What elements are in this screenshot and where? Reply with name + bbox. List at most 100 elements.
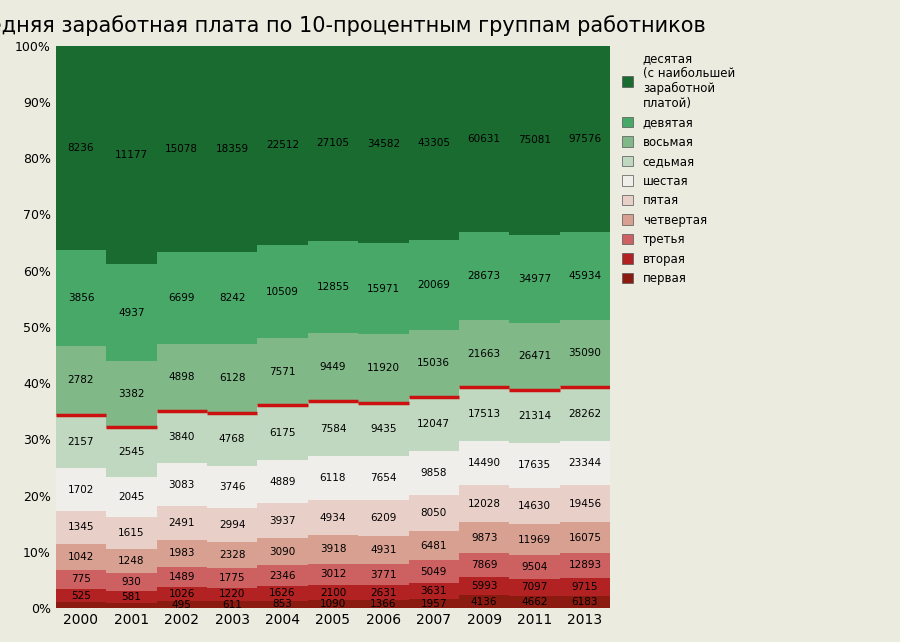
Bar (459, 441, 509, 485)
Bar (509, 578, 560, 596)
Bar (308, 241, 358, 333)
Text: 45934: 45934 (569, 271, 601, 281)
Title: Средняя заработная плата по 10-процентным группам работников: Средняя заработная плата по 10-процентны… (0, 15, 706, 36)
Bar (257, 460, 308, 503)
Text: 7869: 7869 (471, 560, 498, 570)
Bar (358, 586, 409, 600)
Text: 6183: 6183 (572, 597, 598, 607)
Bar (106, 361, 157, 427)
Bar (308, 500, 358, 535)
Text: 1026: 1026 (168, 589, 195, 600)
Bar (157, 411, 207, 464)
Text: 6175: 6175 (269, 428, 296, 438)
Text: 3090: 3090 (269, 547, 296, 557)
Text: 7584: 7584 (320, 424, 346, 433)
Bar (459, 595, 509, 608)
Bar (106, 477, 157, 517)
Text: 3631: 3631 (420, 586, 447, 596)
Text: 4662: 4662 (521, 597, 548, 607)
Text: 9449: 9449 (320, 362, 346, 372)
Text: 9873: 9873 (471, 533, 498, 542)
Text: 8242: 8242 (219, 293, 246, 303)
Bar (560, 232, 610, 320)
Text: 853: 853 (273, 600, 292, 609)
Text: 23344: 23344 (569, 458, 601, 468)
Bar (157, 46, 207, 252)
Text: 22512: 22512 (266, 141, 299, 150)
Text: 28262: 28262 (569, 409, 601, 419)
Bar (560, 596, 610, 608)
Bar (207, 344, 257, 413)
Text: 4934: 4934 (320, 512, 346, 523)
Text: 15036: 15036 (418, 358, 450, 369)
Bar (409, 330, 459, 397)
Text: 35090: 35090 (569, 348, 601, 358)
Bar (409, 46, 459, 240)
Bar (560, 320, 610, 386)
Bar (409, 583, 459, 600)
Text: 1366: 1366 (370, 599, 397, 609)
Text: 4768: 4768 (219, 435, 246, 444)
Bar (560, 485, 610, 523)
Text: 1702: 1702 (68, 485, 94, 494)
Bar (459, 46, 509, 232)
Bar (56, 602, 106, 608)
Text: 12047: 12047 (418, 419, 450, 429)
Bar (308, 564, 358, 586)
Bar (358, 403, 409, 456)
Text: 11969: 11969 (518, 535, 551, 544)
Bar (56, 589, 106, 602)
Bar (257, 566, 308, 586)
Bar (308, 600, 358, 608)
Bar (509, 525, 560, 555)
Text: 17513: 17513 (468, 409, 500, 419)
Text: 8050: 8050 (420, 508, 447, 518)
Text: 3771: 3771 (370, 569, 397, 580)
Bar (257, 405, 308, 460)
Text: 1345: 1345 (68, 523, 94, 532)
Bar (409, 496, 459, 532)
Bar (207, 466, 257, 508)
Text: 4931: 4931 (370, 544, 397, 555)
Text: 2328: 2328 (219, 550, 246, 560)
Text: 43305: 43305 (418, 138, 450, 148)
Text: 7097: 7097 (521, 582, 548, 593)
Text: 15078: 15078 (166, 144, 198, 154)
Text: 17635: 17635 (518, 460, 551, 471)
Text: 3382: 3382 (118, 389, 145, 399)
Bar (257, 600, 308, 608)
Bar (157, 464, 207, 506)
Text: 930: 930 (122, 577, 141, 587)
Bar (207, 252, 257, 344)
Text: 3937: 3937 (269, 516, 296, 526)
Bar (459, 232, 509, 320)
Bar (509, 443, 560, 488)
Bar (358, 456, 409, 500)
Text: 26471: 26471 (518, 351, 551, 361)
Text: 495: 495 (172, 600, 192, 610)
Bar (459, 387, 509, 441)
Bar (560, 553, 610, 578)
Bar (459, 320, 509, 387)
Bar (308, 401, 358, 456)
Bar (257, 245, 308, 338)
Bar (56, 544, 106, 570)
Bar (157, 540, 207, 567)
Bar (358, 243, 409, 334)
Bar (56, 469, 106, 510)
Text: 9858: 9858 (420, 468, 447, 478)
Bar (308, 535, 358, 564)
Bar (257, 503, 308, 538)
Text: 12893: 12893 (569, 560, 601, 571)
Bar (459, 485, 509, 523)
Text: 3746: 3746 (219, 482, 246, 492)
Bar (207, 568, 257, 587)
Text: 12855: 12855 (317, 282, 349, 292)
Bar (207, 602, 257, 608)
Text: 6699: 6699 (168, 293, 195, 303)
Bar (560, 441, 610, 485)
Text: 2491: 2491 (168, 517, 195, 528)
Bar (56, 46, 106, 250)
Text: 581: 581 (122, 592, 141, 602)
Text: 15971: 15971 (367, 284, 400, 294)
